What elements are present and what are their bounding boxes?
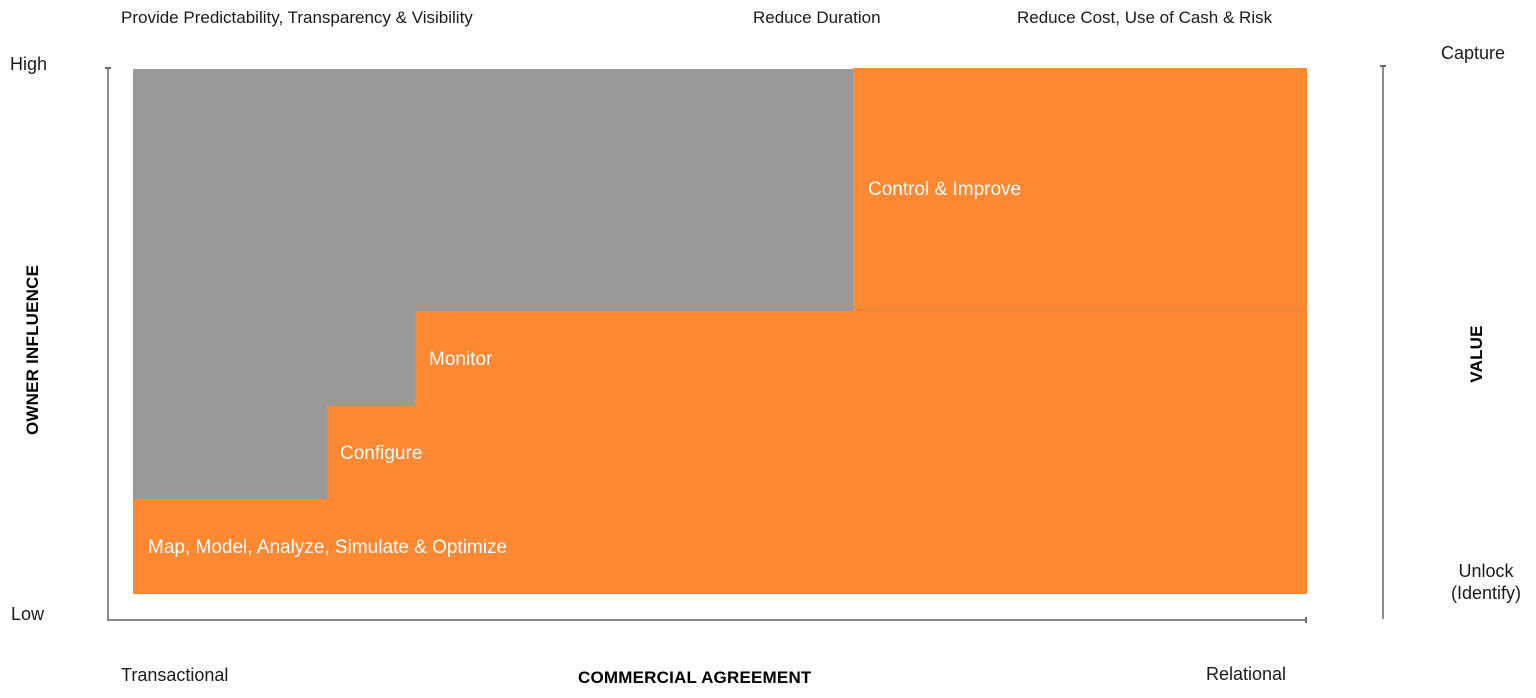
x-axis-line [107, 619, 1307, 621]
top-label-reduce-duration: Reduce Duration [753, 8, 881, 27]
top-label-reduce-cost: Reduce Cost, Use of Cash & Risk [1017, 8, 1273, 27]
stage-map-model-label: Map, Model, Analyze, Simulate & Optimize [148, 537, 508, 558]
x-axis-relational-label: Relational [1206, 664, 1287, 684]
stage-control-improve-label: Control & Improve [868, 179, 1022, 200]
value-axis-line [1382, 66, 1384, 619]
stage-monitor-label: Monitor [429, 349, 493, 370]
y-axis-title-owner-influence: OWNER INFLUENCE [23, 264, 42, 435]
y-axis-high-label: High [10, 54, 48, 74]
stage-map-model: Map, Model, Analyze, Simulate & Optimize [133, 499, 1307, 594]
stage-monitor: Monitor [415, 311, 1307, 406]
value-axis-arrow-tick [1380, 65, 1386, 67]
stage-divider [853, 311, 1307, 312]
x-axis-title-commercial-agreement: COMMERCIAL AGREEMENT [578, 668, 812, 687]
value-capture-label: Capture [1441, 43, 1506, 63]
stage-control-improve: Control & Improve [853, 68, 1307, 311]
stage-configure-label: Configure [340, 443, 423, 464]
value-unlock-label: Unlock (Identify) [1441, 560, 1531, 604]
y-axis-line [107, 68, 109, 621]
x-axis-arrow-tick [1305, 617, 1307, 623]
y-axis-low-label: Low [11, 604, 45, 624]
y-axis-title-value: VALUE [1467, 325, 1486, 383]
x-axis-transactional-label: Transactional [121, 665, 229, 685]
stage-configure: Configure [327, 406, 1307, 499]
value-unlock-line1: Unlock [1458, 561, 1514, 581]
value-unlock-line2: (Identify) [1450, 583, 1522, 603]
y-axis-arrow-tick [105, 67, 111, 69]
top-label-predictability: Provide Predictability, Transparency & V… [121, 8, 473, 27]
